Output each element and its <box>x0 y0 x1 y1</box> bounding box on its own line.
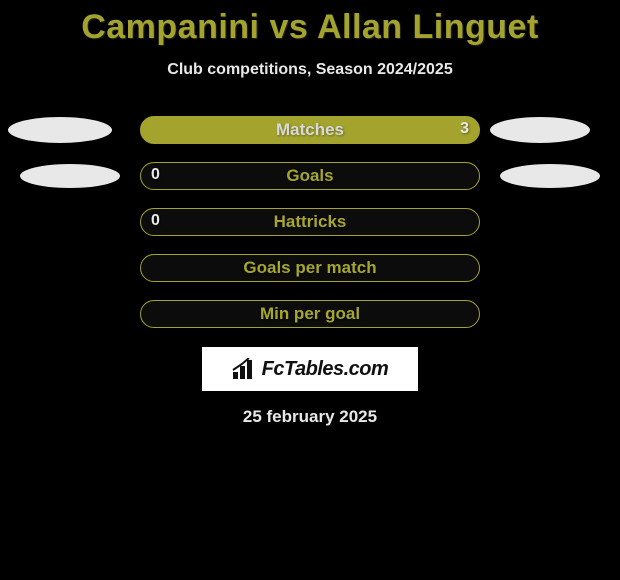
stat-row: Matches3 <box>0 107 620 153</box>
date-line: 25 february 2025 <box>0 407 620 427</box>
logo-box: FcTables.com <box>202 347 418 391</box>
stat-row: Goals0 <box>0 153 620 199</box>
bars-icon <box>232 358 258 380</box>
stat-label: Hattricks <box>141 212 479 232</box>
stat-row: Min per goal <box>0 291 620 337</box>
stat-bar: Goals0 <box>140 162 480 190</box>
logo-text: FcTables.com <box>262 358 389 381</box>
stat-label: Goals <box>141 166 479 186</box>
stat-label: Goals per match <box>141 258 479 278</box>
stats-rows: Matches3Goals0Hattricks0Goals per matchM… <box>0 107 620 337</box>
stat-bar: Matches3 <box>140 116 480 144</box>
stat-value-left: 0 <box>151 212 160 230</box>
side-ellipse <box>8 117 112 143</box>
stat-bar: Min per goal <box>140 300 480 328</box>
stat-label: Matches <box>141 120 479 140</box>
stat-value-right: 3 <box>460 120 469 138</box>
stat-row: Goals per match <box>0 245 620 291</box>
side-ellipse <box>500 164 600 188</box>
side-ellipse <box>490 117 590 143</box>
page-subtitle: Club competitions, Season 2024/2025 <box>0 61 620 79</box>
stat-label: Min per goal <box>141 304 479 324</box>
stat-value-left: 0 <box>151 166 160 184</box>
stat-bar: Hattricks0 <box>140 208 480 236</box>
side-ellipse <box>20 164 120 188</box>
stat-bar: Goals per match <box>140 254 480 282</box>
stat-row: Hattricks0 <box>0 199 620 245</box>
page-title: Campanini vs Allan Linguet <box>0 0 620 47</box>
